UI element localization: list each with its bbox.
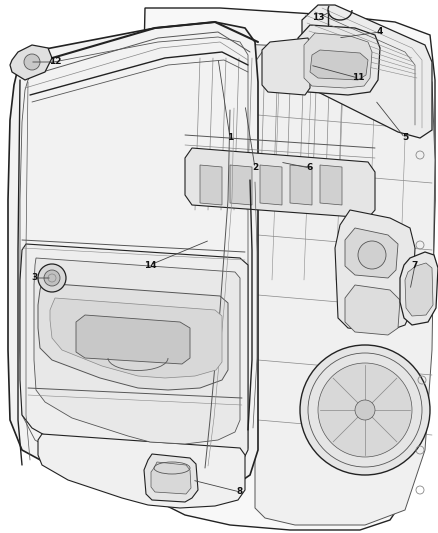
Polygon shape — [76, 315, 190, 364]
Polygon shape — [310, 50, 368, 80]
Circle shape — [24, 54, 40, 70]
Polygon shape — [262, 38, 310, 95]
Polygon shape — [38, 434, 245, 508]
Circle shape — [44, 270, 60, 286]
Text: 3: 3 — [32, 273, 38, 282]
Polygon shape — [290, 165, 312, 205]
Text: 6: 6 — [307, 164, 313, 173]
Circle shape — [358, 241, 386, 269]
Polygon shape — [345, 228, 398, 278]
Polygon shape — [302, 5, 432, 138]
Circle shape — [318, 363, 412, 457]
Polygon shape — [255, 48, 435, 525]
Text: 14: 14 — [144, 261, 156, 270]
Polygon shape — [38, 283, 228, 390]
Text: 4: 4 — [377, 28, 383, 36]
Polygon shape — [34, 258, 240, 444]
Polygon shape — [138, 8, 435, 530]
Text: 12: 12 — [49, 58, 61, 67]
Polygon shape — [230, 165, 252, 205]
Circle shape — [300, 345, 430, 475]
Text: 7: 7 — [412, 261, 418, 270]
Polygon shape — [260, 165, 282, 205]
Text: 13: 13 — [312, 13, 324, 22]
Polygon shape — [345, 285, 400, 335]
Polygon shape — [144, 454, 198, 502]
Polygon shape — [320, 165, 342, 205]
Polygon shape — [405, 263, 433, 316]
Polygon shape — [298, 25, 380, 95]
Text: 11: 11 — [352, 74, 364, 83]
Polygon shape — [335, 210, 415, 332]
Polygon shape — [10, 45, 52, 80]
Polygon shape — [50, 298, 222, 378]
Polygon shape — [200, 165, 222, 205]
Text: 8: 8 — [237, 488, 243, 497]
Polygon shape — [180, 42, 378, 225]
Text: 1: 1 — [227, 133, 233, 142]
Circle shape — [38, 264, 66, 292]
Polygon shape — [185, 148, 375, 218]
Polygon shape — [151, 462, 191, 494]
Text: 2: 2 — [252, 164, 258, 173]
Polygon shape — [400, 252, 438, 325]
Circle shape — [355, 400, 375, 420]
Polygon shape — [8, 22, 258, 500]
Polygon shape — [304, 33, 372, 88]
Text: 5: 5 — [402, 133, 408, 142]
Polygon shape — [20, 244, 248, 474]
